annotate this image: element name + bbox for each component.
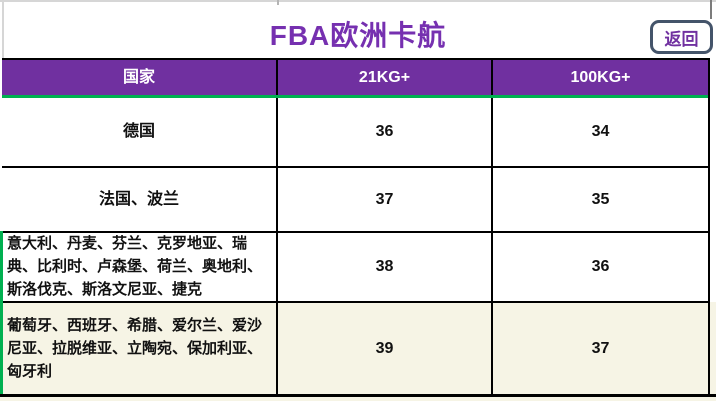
gridline-left [2, 0, 4, 58]
back-button[interactable]: 返回 [650, 20, 713, 54]
gridline-top [0, 0, 716, 2]
back-button-label: 返回 [664, 29, 699, 49]
table-bottom-border [0, 394, 716, 397]
table-header-row: 国家 21KG+ 100KG+ [2, 60, 708, 98]
cell-100kg-rate: 36 [591, 258, 610, 276]
table-row: 葡萄牙、西班牙、希腊、爱尔兰、爱沙尼亚、拉脱维亚、立陶宛、保加利亚、匈牙利 39… [2, 302, 708, 395]
table-row: 意大利、丹麦、芬兰、克罗地亚、瑞典、比利时、卢森堡、荷兰、奥地利、斯洛伐克、斯洛… [2, 232, 708, 303]
gridline-tick [277, 0, 279, 5]
page-title: FBA欧洲卡航 [269, 20, 447, 51]
header-cell-100kg: 100KG+ [570, 68, 631, 86]
cell-21kg-rate: 37 [278, 168, 493, 231]
green-left-border [0, 231, 3, 394]
cell-100kg-rate: 37 [591, 339, 610, 357]
cell-21kg-rate: 36 [278, 97, 493, 167]
cell-100kg-rate: 35 [591, 190, 610, 208]
cell-country: 意大利、丹麦、芬兰、克罗地亚、瑞典、比利时、卢森堡、荷兰、奥地利、斯洛伐克、斯洛… [2, 232, 278, 301]
gridline-right [710, 0, 712, 19]
cell-country: 法国、波兰 [2, 168, 278, 231]
cell-21kg-rate: 39 [278, 302, 493, 395]
cream-bottom-strip [0, 397, 716, 401]
cream-right-strip [710, 302, 716, 394]
table-row: 德国 36 34 [2, 97, 708, 169]
cell-country: 葡萄牙、西班牙、希腊、爱尔兰、爱沙尼亚、拉脱维亚、立陶宛、保加利亚、匈牙利 [2, 302, 278, 395]
table-row: 法国、波兰 37 35 [2, 168, 708, 233]
cell-100kg-rate: 34 [591, 123, 610, 141]
header-cell-country: 国家 [2, 60, 278, 95]
rates-table: 国家 21KG+ 100KG+ 德国 36 34 法国、波兰 37 35 意大利… [2, 58, 710, 395]
cell-country: 德国 [2, 97, 278, 167]
cell-21kg-rate: 38 [278, 232, 493, 301]
header-cell-21kg: 21KG+ [278, 60, 493, 95]
